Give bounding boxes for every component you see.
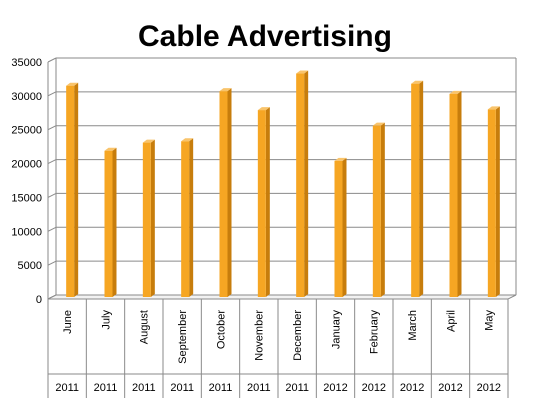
bar-front: [296, 73, 305, 298]
bar: [66, 82, 79, 297]
x-tick-label: June: [62, 310, 74, 334]
bar: [257, 107, 270, 297]
x-tick-label: March: [407, 310, 419, 341]
gridline-depth: [47, 260, 57, 266]
bar-side: [380, 122, 385, 297]
bar-side: [227, 88, 232, 297]
year-label: 2012: [400, 382, 424, 394]
x-tick-label: August: [139, 310, 151, 344]
year-label: 2011: [247, 382, 271, 394]
x-tick-label: February: [369, 310, 381, 355]
bar-side: [189, 138, 194, 297]
x-tick-label: September: [177, 310, 189, 364]
bar-front: [142, 142, 151, 297]
bar: [411, 80, 424, 297]
year-label: 2011: [55, 382, 79, 394]
gridline-depth: [47, 159, 57, 165]
year-label: 2012: [323, 382, 347, 394]
bar-side: [457, 90, 462, 297]
bar: [142, 139, 155, 297]
bar-side: [304, 70, 309, 298]
bar-side: [150, 139, 155, 297]
y-tick-label: 0: [36, 294, 42, 306]
bar-top: [104, 147, 117, 151]
y-tick-label: 10000: [11, 226, 42, 238]
bar-side: [342, 157, 347, 297]
bar: [487, 106, 500, 297]
bar-front: [372, 125, 381, 297]
x-tick-label: December: [292, 310, 304, 361]
bar: [181, 138, 194, 297]
year-label: 2012: [438, 382, 462, 394]
year-label: 2011: [285, 382, 309, 394]
x-tick-label: November: [254, 310, 266, 361]
bar-side: [265, 107, 270, 297]
bar-top: [219, 88, 232, 92]
bar-side: [74, 82, 79, 297]
gridline-depth: [47, 91, 57, 97]
y-tick-label: 15000: [11, 192, 42, 204]
chart-floor: [47, 294, 517, 300]
bar-side: [419, 80, 424, 297]
gridline-depth: [47, 226, 57, 232]
bar-front: [449, 93, 458, 297]
year-label: 2011: [132, 382, 156, 394]
bar: [372, 122, 385, 297]
bar-front: [257, 110, 266, 297]
y-tick-label: 25000: [11, 125, 42, 137]
x-tick-label: January: [330, 310, 342, 350]
x-tick-label: April: [445, 310, 457, 332]
bar-side: [495, 106, 500, 297]
gridline-depth: [47, 125, 57, 131]
bar: [449, 90, 462, 297]
bar: [334, 157, 347, 297]
y-tick-label: 30000: [11, 91, 42, 103]
bar: [219, 88, 232, 297]
y-tick-label: 35000: [11, 57, 42, 69]
bar-side: [112, 147, 117, 297]
year-label: 2011: [170, 382, 194, 394]
gridline-depth: [47, 57, 57, 63]
bar-top: [411, 80, 424, 84]
bar: [104, 147, 117, 297]
x-tick-label: May: [484, 310, 496, 331]
x-tick-label: October: [215, 310, 227, 349]
bar-top: [142, 139, 155, 143]
bar-top: [257, 107, 270, 111]
year-label: 2011: [209, 382, 233, 394]
bar-front: [66, 85, 75, 297]
bar-top: [334, 157, 347, 161]
bar: [296, 70, 309, 298]
bar-top: [66, 82, 79, 86]
bar-front: [487, 109, 496, 297]
bar-front: [104, 150, 113, 297]
bar-top: [487, 106, 500, 110]
bar-top: [181, 138, 194, 142]
chart-title: Cable Advertising: [138, 20, 392, 53]
bar-top: [449, 90, 462, 94]
bar-front: [411, 83, 420, 297]
bar-front: [181, 141, 190, 297]
y-tick-label: 20000: [11, 159, 42, 171]
bar-front: [219, 91, 228, 297]
gridline-depth: [47, 192, 57, 198]
bar-front: [334, 160, 343, 297]
y-tick-label: 5000: [18, 260, 42, 272]
year-label: 2011: [94, 382, 118, 394]
year-label: 2012: [362, 382, 386, 394]
x-tick-label: July: [100, 310, 112, 330]
year-label: 2012: [477, 382, 501, 394]
bar-top: [372, 122, 385, 126]
bar-top: [296, 70, 309, 74]
